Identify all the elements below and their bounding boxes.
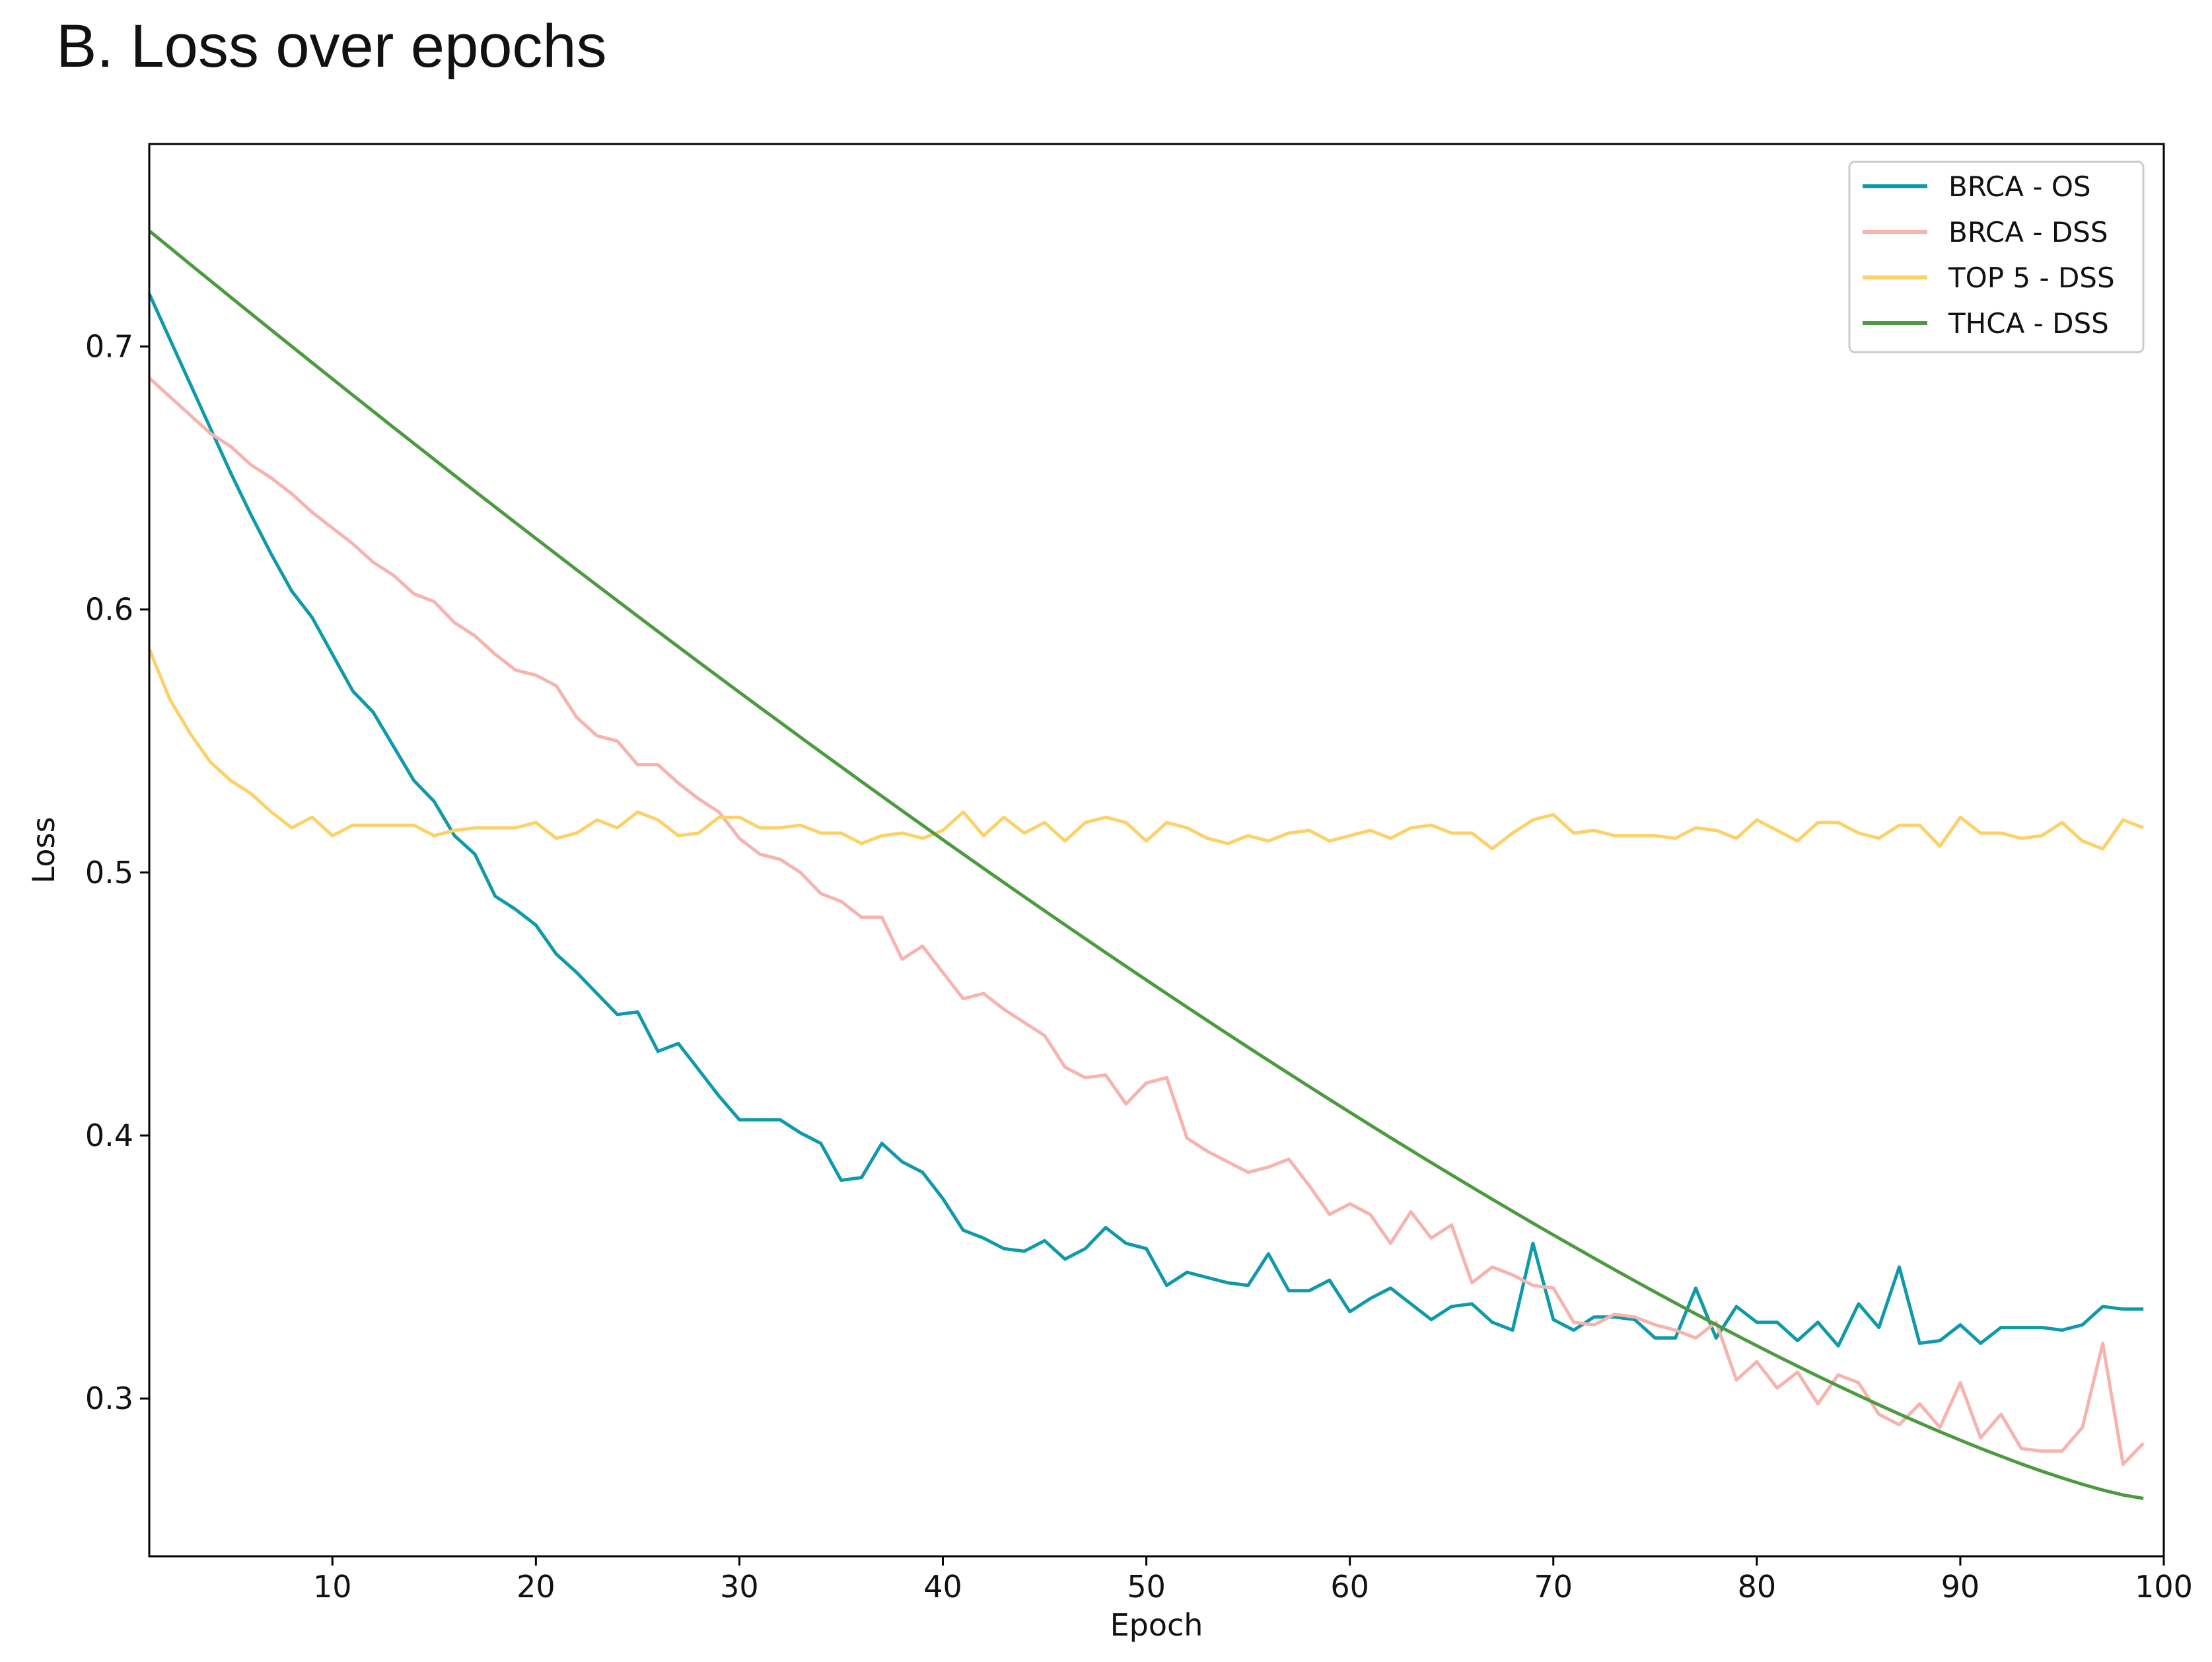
legend-label-brca-dss: BRCA - DSS (1948, 216, 2108, 248)
y-tick-label: 0.7 (85, 329, 133, 365)
x-tick-label: 10 (313, 1569, 352, 1605)
x-axis-label: Epoch (1110, 1607, 1203, 1643)
x-tick-label: 30 (720, 1569, 759, 1605)
x-tick-label: 90 (1941, 1569, 1980, 1605)
series-line-brca-dss (148, 377, 2145, 1466)
chart-title: B. Loss over epochs (56, 13, 607, 80)
series-line-top-5-dss (147, 648, 2145, 851)
x-axis-ticks: 10 20 30 40 50 60 70 80 90 100 (313, 1556, 2193, 1605)
y-axis-ticks: 0.3 0.4 0.5 0.6 0.7 (85, 329, 149, 1416)
legend-label-top-5-dss: TOP 5 - DSS (1948, 262, 2115, 294)
x-tick-label: 40 (923, 1569, 962, 1605)
y-tick-label: 0.4 (85, 1118, 133, 1153)
x-tick-label: 100 (2135, 1569, 2193, 1605)
x-tick-label: 60 (1330, 1569, 1369, 1605)
series-line-brca-os (147, 293, 2144, 1348)
x-tick-label: 20 (517, 1569, 555, 1605)
legend: BRCA - OS BRCA - DSS TOP 5 - DSS THCA - DSS (1848, 161, 2145, 353)
x-tick-label: 50 (1127, 1569, 1166, 1605)
series-layer (147, 229, 2145, 1500)
x-tick-label: 70 (1534, 1569, 1573, 1605)
x-tick-label: 80 (1738, 1569, 1777, 1605)
legend-label-brca-os: BRCA - OS (1948, 170, 2091, 203)
legend-box (1848, 161, 2145, 353)
series-line-thca-dss (148, 229, 2144, 1500)
y-tick-label: 0.3 (85, 1381, 133, 1416)
y-tick-label: 0.5 (85, 855, 133, 890)
y-tick-label: 0.6 (85, 592, 133, 628)
legend-label-thca-dss: THCA - DSS (1948, 307, 2109, 340)
y-axis-label: Loss (26, 817, 61, 884)
plot-frame (148, 143, 2165, 1558)
